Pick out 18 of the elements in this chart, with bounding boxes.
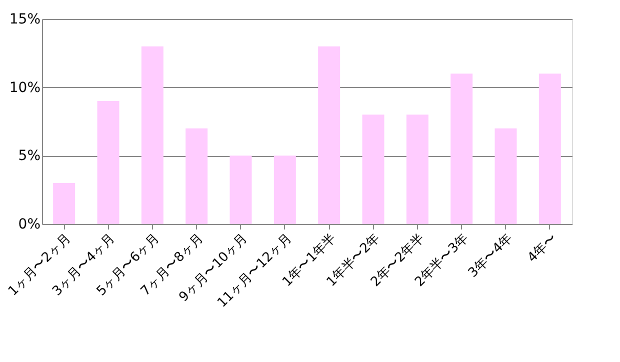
- y-tick-label: 0%: [18, 216, 40, 232]
- bar: [186, 128, 208, 224]
- bar: [538, 74, 561, 224]
- bar: [406, 114, 428, 224]
- x-tick-label: 3年〜4年: [466, 230, 516, 281]
- bar: [230, 156, 252, 224]
- x-tick-label: 4年〜: [524, 230, 560, 266]
- y-tick-label: 15%: [9, 12, 40, 28]
- bar: [97, 101, 120, 224]
- bar: [494, 128, 517, 224]
- bar: [141, 46, 164, 224]
- y-tick-label: 10%: [9, 80, 40, 96]
- y-tick-label: 5%: [18, 148, 40, 164]
- bar: [362, 114, 384, 224]
- bar: [53, 183, 76, 224]
- bar: [318, 46, 340, 224]
- bar: [450, 74, 473, 224]
- bar: [274, 156, 296, 224]
